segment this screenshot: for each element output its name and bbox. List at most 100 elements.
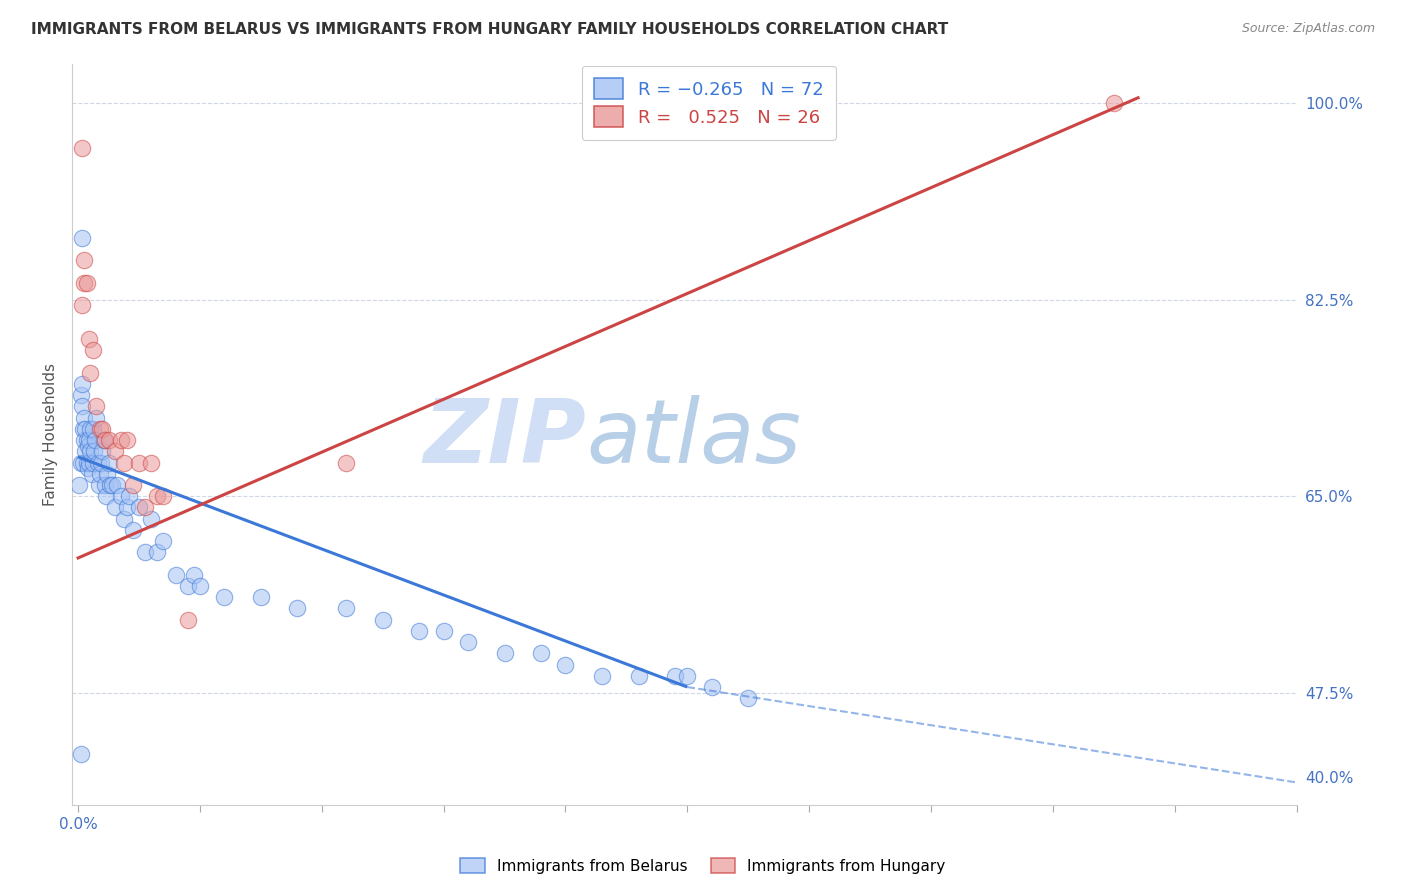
Point	[69, 388, 91, 402]
Point	[70, 400, 93, 414]
Point	[115, 433, 138, 447]
Point	[134, 500, 156, 515]
Point	[128, 456, 150, 470]
Point	[494, 646, 516, 660]
Point	[1102, 96, 1125, 111]
Point	[183, 567, 205, 582]
Point	[79, 366, 101, 380]
Point	[457, 635, 479, 649]
Point	[115, 500, 138, 515]
Point	[82, 343, 104, 358]
Point	[128, 500, 150, 515]
Point	[177, 613, 200, 627]
Point	[110, 433, 132, 447]
Point	[86, 410, 108, 425]
Point	[134, 545, 156, 559]
Point	[97, 433, 120, 447]
Text: Source: ZipAtlas.com: Source: ZipAtlas.com	[1241, 22, 1375, 36]
Point	[627, 669, 650, 683]
Point	[112, 511, 135, 525]
Point	[70, 376, 93, 391]
Point	[152, 489, 174, 503]
Point	[676, 669, 699, 683]
Point	[112, 456, 135, 470]
Point	[72, 456, 94, 470]
Point	[77, 456, 100, 470]
Point	[530, 646, 553, 660]
Point	[73, 410, 96, 425]
Y-axis label: Family Households: Family Households	[44, 363, 58, 506]
Point	[408, 624, 430, 638]
Point	[96, 467, 118, 481]
Point	[214, 591, 236, 605]
Point	[79, 444, 101, 458]
Point	[94, 489, 117, 503]
Point	[79, 422, 101, 436]
Point	[104, 444, 127, 458]
Point	[69, 456, 91, 470]
Point	[76, 461, 98, 475]
Point	[335, 456, 357, 470]
Point	[72, 422, 94, 436]
Point	[90, 456, 112, 470]
Point	[84, 433, 107, 447]
Legend: R = −0.265   N = 72, R =   0.525   N = 26: R = −0.265 N = 72, R = 0.525 N = 26	[582, 66, 837, 140]
Point	[76, 433, 98, 447]
Point	[73, 433, 96, 447]
Point	[104, 500, 127, 515]
Point	[98, 478, 121, 492]
Point	[165, 567, 187, 582]
Point	[101, 478, 124, 492]
Point	[737, 691, 759, 706]
Point	[105, 478, 128, 492]
Point	[69, 747, 91, 762]
Point	[82, 422, 104, 436]
Point	[89, 422, 111, 436]
Point	[77, 332, 100, 346]
Point	[110, 489, 132, 503]
Point	[70, 231, 93, 245]
Point	[76, 276, 98, 290]
Point	[75, 422, 97, 436]
Point	[80, 467, 103, 481]
Point	[82, 456, 104, 470]
Point	[67, 478, 90, 492]
Point	[122, 478, 145, 492]
Point	[70, 298, 93, 312]
Point	[73, 253, 96, 268]
Point	[141, 456, 163, 470]
Point	[433, 624, 456, 638]
Text: IMMIGRANTS FROM BELARUS VS IMMIGRANTS FROM HUNGARY FAMILY HOUSEHOLDS CORRELATION: IMMIGRANTS FROM BELARUS VS IMMIGRANTS FR…	[31, 22, 948, 37]
Point	[87, 478, 110, 492]
Point	[75, 444, 97, 458]
Point	[91, 444, 114, 458]
Point	[146, 545, 169, 559]
Point	[118, 489, 141, 503]
Point	[93, 433, 115, 447]
Point	[86, 456, 108, 470]
Point	[77, 433, 100, 447]
Text: atlas: atlas	[586, 395, 801, 481]
Point	[94, 433, 117, 447]
Point	[371, 613, 394, 627]
Point	[335, 601, 357, 615]
Point	[554, 657, 576, 672]
Text: ZIP: ZIP	[423, 394, 586, 482]
Point	[70, 141, 93, 155]
Point	[152, 534, 174, 549]
Point	[141, 511, 163, 525]
Point	[83, 444, 105, 458]
Point	[76, 439, 98, 453]
Point	[591, 669, 613, 683]
Point	[122, 523, 145, 537]
Point	[188, 579, 211, 593]
Point	[664, 669, 686, 683]
Point	[177, 579, 200, 593]
Point	[97, 456, 120, 470]
Point	[700, 680, 723, 694]
Point	[94, 478, 117, 492]
Legend: Immigrants from Belarus, Immigrants from Hungary: Immigrants from Belarus, Immigrants from…	[454, 852, 952, 880]
Point	[86, 400, 108, 414]
Point	[91, 422, 114, 436]
Point	[73, 276, 96, 290]
